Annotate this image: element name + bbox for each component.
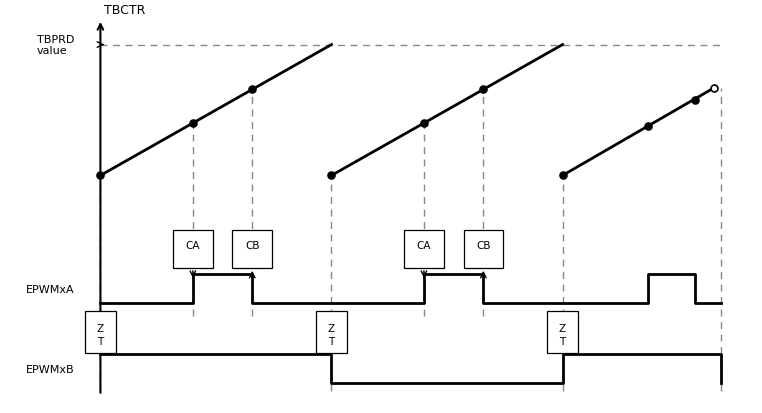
Text: Z: Z — [328, 323, 335, 333]
FancyBboxPatch shape — [546, 311, 578, 353]
FancyBboxPatch shape — [404, 230, 443, 268]
Text: T: T — [98, 337, 104, 347]
Text: T: T — [559, 337, 565, 347]
FancyBboxPatch shape — [232, 230, 272, 268]
Text: CB: CB — [476, 240, 491, 250]
Text: Z: Z — [559, 323, 566, 333]
FancyBboxPatch shape — [173, 230, 213, 268]
FancyBboxPatch shape — [463, 230, 503, 268]
Text: CA: CA — [417, 240, 431, 250]
Text: CB: CB — [245, 240, 260, 250]
Text: Z: Z — [97, 323, 104, 333]
FancyBboxPatch shape — [85, 311, 117, 353]
Text: EPWMxB: EPWMxB — [25, 363, 74, 374]
Text: TBPRD
value: TBPRD value — [37, 35, 74, 56]
Text: EPWMxA: EPWMxA — [25, 284, 74, 294]
Text: T: T — [328, 337, 335, 347]
Text: TBCTR: TBCTR — [104, 4, 145, 17]
FancyBboxPatch shape — [315, 311, 347, 353]
Text: CA: CA — [186, 240, 200, 250]
